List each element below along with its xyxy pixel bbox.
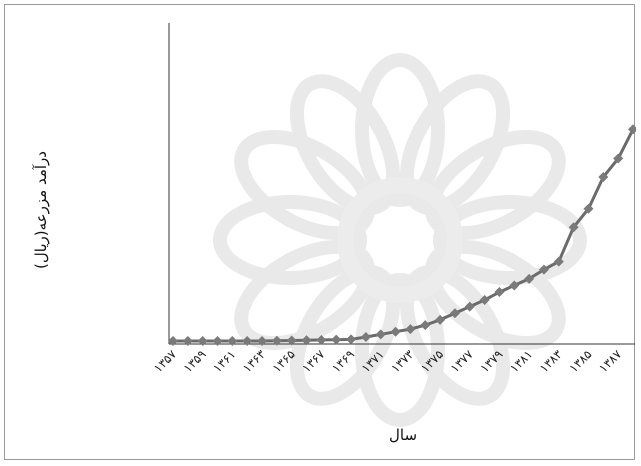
data-point xyxy=(301,335,312,346)
data-point xyxy=(538,264,549,275)
y-axis-label: درآمد مزرعه(ریال) xyxy=(32,151,50,269)
x-tick-label: ۱۳۶۱ xyxy=(210,347,238,375)
line-chart: ۱۳۵۷ ۱۳۵۹ ۱۳۶۱ ۱۳۶۳ ۱۳۶۵ ۱۳۶۷ ۱۳۶۹ ۱۳۷۱ ۱۳۷۳ ۱۳۷۵… xyxy=(151,23,636,427)
x-axis-label: سال xyxy=(388,426,418,444)
data-point xyxy=(583,203,594,214)
x-tick-label: ۱۳۸۱ xyxy=(507,347,535,375)
data-point xyxy=(613,153,624,164)
watermark-petal xyxy=(433,195,587,285)
watermark-petal xyxy=(355,273,445,427)
data-point xyxy=(346,334,357,345)
x-tick-label: ۱۳۵۹ xyxy=(181,347,209,375)
data-point xyxy=(375,329,386,340)
watermark-petal xyxy=(234,129,376,241)
series-markers xyxy=(168,124,636,346)
watermark-petal xyxy=(355,53,445,207)
chart-frame: ۱۳۵۷ ۱۳۵۹ ۱۳۶۱ ۱۳۶۳ ۱۳۶۵ ۱۳۶۷ ۱۳۶۹ ۱۳۷۱ ۱۳۷۳ ۱۳۷۵… xyxy=(4,4,636,460)
watermark-petal xyxy=(424,239,566,351)
watermark-petal xyxy=(289,264,401,406)
x-tick-label: ۱۳۵۷ xyxy=(151,347,180,376)
x-tick-labels: ۱۳۵۷ ۱۳۵۹ ۱۳۶۱ ۱۳۶۳ ۱۳۶۵ ۱۳۶۷ ۱۳۶۹ ۱۳۷۱ ۱۳۷۳ ۱۳۷۵… xyxy=(151,347,625,376)
data-point xyxy=(286,335,297,346)
x-tick-label: ۱۳۶۹ xyxy=(329,347,357,375)
data-point xyxy=(182,336,193,346)
data-point xyxy=(435,314,446,325)
data-point xyxy=(405,324,416,335)
x-tick-label: ۱۳۷۷ xyxy=(448,347,477,376)
x-tick-label: ۱۳۸۵ xyxy=(566,347,594,375)
data-point xyxy=(524,273,535,284)
watermark-petal xyxy=(424,129,566,241)
watermark-petal xyxy=(399,74,511,216)
data-point xyxy=(316,334,327,345)
watermark-ring xyxy=(337,177,463,303)
data-point xyxy=(420,320,431,331)
data-point xyxy=(331,334,342,345)
data-point xyxy=(212,336,223,346)
data-point xyxy=(509,280,520,291)
data-point xyxy=(494,287,505,298)
data-point xyxy=(568,222,579,233)
data-point xyxy=(257,336,268,346)
watermark-petal xyxy=(234,239,376,351)
data-point xyxy=(464,301,475,312)
x-tick-label: ۱۳۸۳ xyxy=(537,347,566,376)
data-point xyxy=(271,335,282,346)
data-point xyxy=(242,336,253,346)
data-point xyxy=(360,332,371,343)
data-point xyxy=(168,336,178,346)
watermark-petal xyxy=(289,74,401,216)
data-point xyxy=(449,308,460,319)
x-tick-label: ۱۳۶۳ xyxy=(240,347,269,376)
data-point xyxy=(598,171,609,182)
data-point xyxy=(390,326,401,337)
watermark-petal xyxy=(399,264,511,406)
data-point xyxy=(553,256,564,267)
watermark-petal xyxy=(213,195,367,285)
x-tick-label: ۱۳۸۷ xyxy=(596,347,625,376)
data-point xyxy=(628,124,636,135)
data-point xyxy=(197,336,208,346)
data-point xyxy=(227,336,238,346)
data-point xyxy=(479,294,490,305)
logo-watermark xyxy=(213,53,587,427)
